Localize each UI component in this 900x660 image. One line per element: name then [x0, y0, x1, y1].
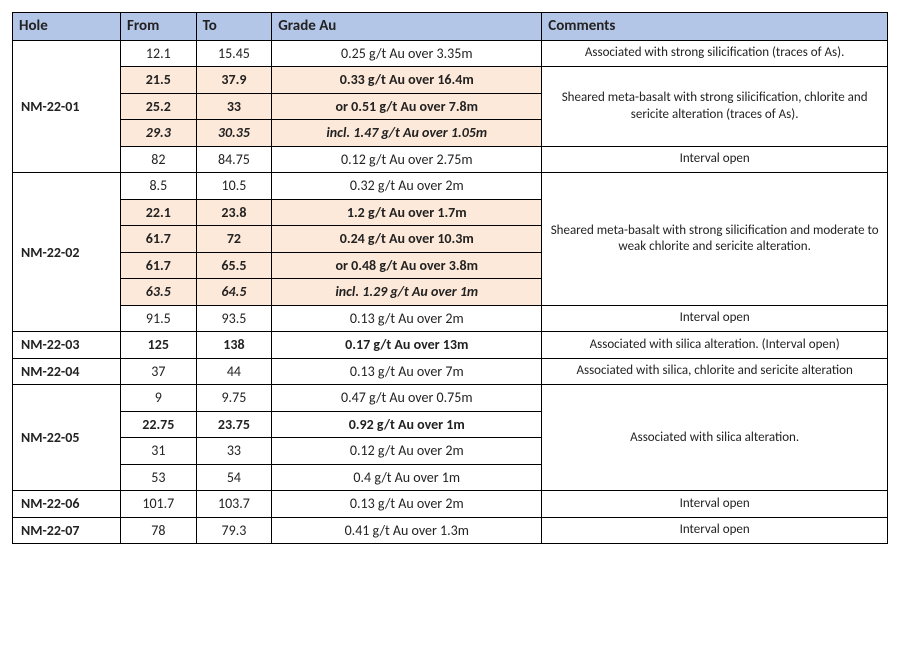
from-cell: 9 — [121, 385, 197, 412]
from-cell: 61.7 — [121, 252, 197, 279]
from-cell: 31 — [121, 438, 197, 465]
from-cell: 101.7 — [121, 491, 197, 518]
to-cell: 44 — [196, 358, 272, 385]
table-row: NM-22-01 12.1 15.45 0.25 g/t Au over 3.3… — [13, 40, 888, 67]
table-row: NM-22-02 8.5 10.5 0.32 g/t Au over 2m Sh… — [13, 173, 888, 200]
to-cell: 64.5 — [196, 279, 272, 306]
comment-cell: Sheared meta-basalt with strong silicifi… — [542, 173, 888, 306]
to-cell: 33 — [196, 93, 272, 120]
grade-cell: 0.47 g/t Au over 0.75m — [272, 385, 542, 412]
to-cell: 103.7 — [196, 491, 272, 518]
comment-cell: Interval open — [542, 146, 888, 173]
from-cell: 125 — [121, 332, 197, 359]
comment-cell: Associated with strong silicification (t… — [542, 40, 888, 67]
to-cell: 93.5 — [196, 305, 272, 332]
header-to: To — [196, 13, 272, 41]
table-row: 21.5 37.9 0.33 g/t Au over 16.4m Sheared… — [13, 67, 888, 94]
grade-cell: 0.12 g/t Au over 2m — [272, 438, 542, 465]
to-cell: 138 — [196, 332, 272, 359]
comment-cell: Associated with silica alteration. (Inte… — [542, 332, 888, 359]
to-cell: 10.5 — [196, 173, 272, 200]
table-row: 91.5 93.5 0.13 g/t Au over 2m Interval o… — [13, 305, 888, 332]
to-cell: 23.8 — [196, 199, 272, 226]
grade-cell: incl. 1.29 g/t Au over 1m — [272, 279, 542, 306]
to-cell: 33 — [196, 438, 272, 465]
header-from: From — [121, 13, 197, 41]
to-cell: 30.35 — [196, 120, 272, 147]
to-cell: 37.9 — [196, 67, 272, 94]
from-cell: 8.5 — [121, 173, 197, 200]
grade-cell: 0.24 g/t Au over 10.3m — [272, 226, 542, 253]
hole-cell: NM-22-06 — [13, 491, 121, 518]
grade-cell: or 0.48 g/t Au over 3.8m — [272, 252, 542, 279]
grade-cell: 0.32 g/t Au over 2m — [272, 173, 542, 200]
comment-cell: Interval open — [542, 491, 888, 518]
from-cell: 12.1 — [121, 40, 197, 67]
hole-cell: NM-22-05 — [13, 385, 121, 491]
from-cell: 22.75 — [121, 411, 197, 438]
header-row: Hole From To Grade Au Comments — [13, 13, 888, 41]
from-cell: 78 — [121, 517, 197, 544]
grade-cell: 0.33 g/t Au over 16.4m — [272, 67, 542, 94]
grade-cell: 0.13 g/t Au over 2m — [272, 305, 542, 332]
header-comments: Comments — [542, 13, 888, 41]
drill-results-table: Hole From To Grade Au Comments NM-22-01 … — [12, 12, 888, 544]
from-cell: 29.3 — [121, 120, 197, 147]
table-row: NM-22-03 125 138 0.17 g/t Au over 13m As… — [13, 332, 888, 359]
from-cell: 22.1 — [121, 199, 197, 226]
to-cell: 9.75 — [196, 385, 272, 412]
grade-cell: 0.12 g/t Au over 2.75m — [272, 146, 542, 173]
comment-cell: Interval open — [542, 517, 888, 544]
header-grade: Grade Au — [272, 13, 542, 41]
grade-cell: 0.13 g/t Au over 2m — [272, 491, 542, 518]
grade-cell: 0.92 g/t Au over 1m — [272, 411, 542, 438]
grade-cell: 0.41 g/t Au over 1.3m — [272, 517, 542, 544]
header-hole: Hole — [13, 13, 121, 41]
hole-cell: NM-22-01 — [13, 40, 121, 173]
from-cell: 25.2 — [121, 93, 197, 120]
to-cell: 15.45 — [196, 40, 272, 67]
grade-cell: 0.13 g/t Au over 7m — [272, 358, 542, 385]
from-cell: 61.7 — [121, 226, 197, 253]
table-row: NM-22-06 101.7 103.7 0.13 g/t Au over 2m… — [13, 491, 888, 518]
to-cell: 23.75 — [196, 411, 272, 438]
table-row: NM-22-07 78 79.3 0.41 g/t Au over 1.3m I… — [13, 517, 888, 544]
table-row: NM-22-04 37 44 0.13 g/t Au over 7m Assoc… — [13, 358, 888, 385]
grade-cell: 1.2 g/t Au over 1.7m — [272, 199, 542, 226]
from-cell: 63.5 — [121, 279, 197, 306]
hole-cell: NM-22-07 — [13, 517, 121, 544]
from-cell: 82 — [121, 146, 197, 173]
grade-cell: 0.25 g/t Au over 3.35m — [272, 40, 542, 67]
from-cell: 37 — [121, 358, 197, 385]
to-cell: 72 — [196, 226, 272, 253]
to-cell: 54 — [196, 464, 272, 491]
table-row: 82 84.75 0.12 g/t Au over 2.75m Interval… — [13, 146, 888, 173]
table-row: NM-22-05 9 9.75 0.47 g/t Au over 0.75m A… — [13, 385, 888, 412]
from-cell: 21.5 — [121, 67, 197, 94]
from-cell: 91.5 — [121, 305, 197, 332]
comment-cell: Associated with silica alteration. — [542, 385, 888, 491]
grade-cell: 0.4 g/t Au over 1m — [272, 464, 542, 491]
to-cell: 84.75 — [196, 146, 272, 173]
hole-cell: NM-22-04 — [13, 358, 121, 385]
hole-cell: NM-22-03 — [13, 332, 121, 359]
comment-cell: Interval open — [542, 305, 888, 332]
to-cell: 65.5 — [196, 252, 272, 279]
to-cell: 79.3 — [196, 517, 272, 544]
grade-cell: or 0.51 g/t Au over 7.8m — [272, 93, 542, 120]
grade-cell: 0.17 g/t Au over 13m — [272, 332, 542, 359]
comment-cell: Sheared meta-basalt with strong silicifi… — [542, 67, 888, 147]
hole-cell: NM-22-02 — [13, 173, 121, 332]
grade-cell: incl. 1.47 g/t Au over 1.05m — [272, 120, 542, 147]
from-cell: 53 — [121, 464, 197, 491]
comment-cell: Associated with silica, chlorite and ser… — [542, 358, 888, 385]
